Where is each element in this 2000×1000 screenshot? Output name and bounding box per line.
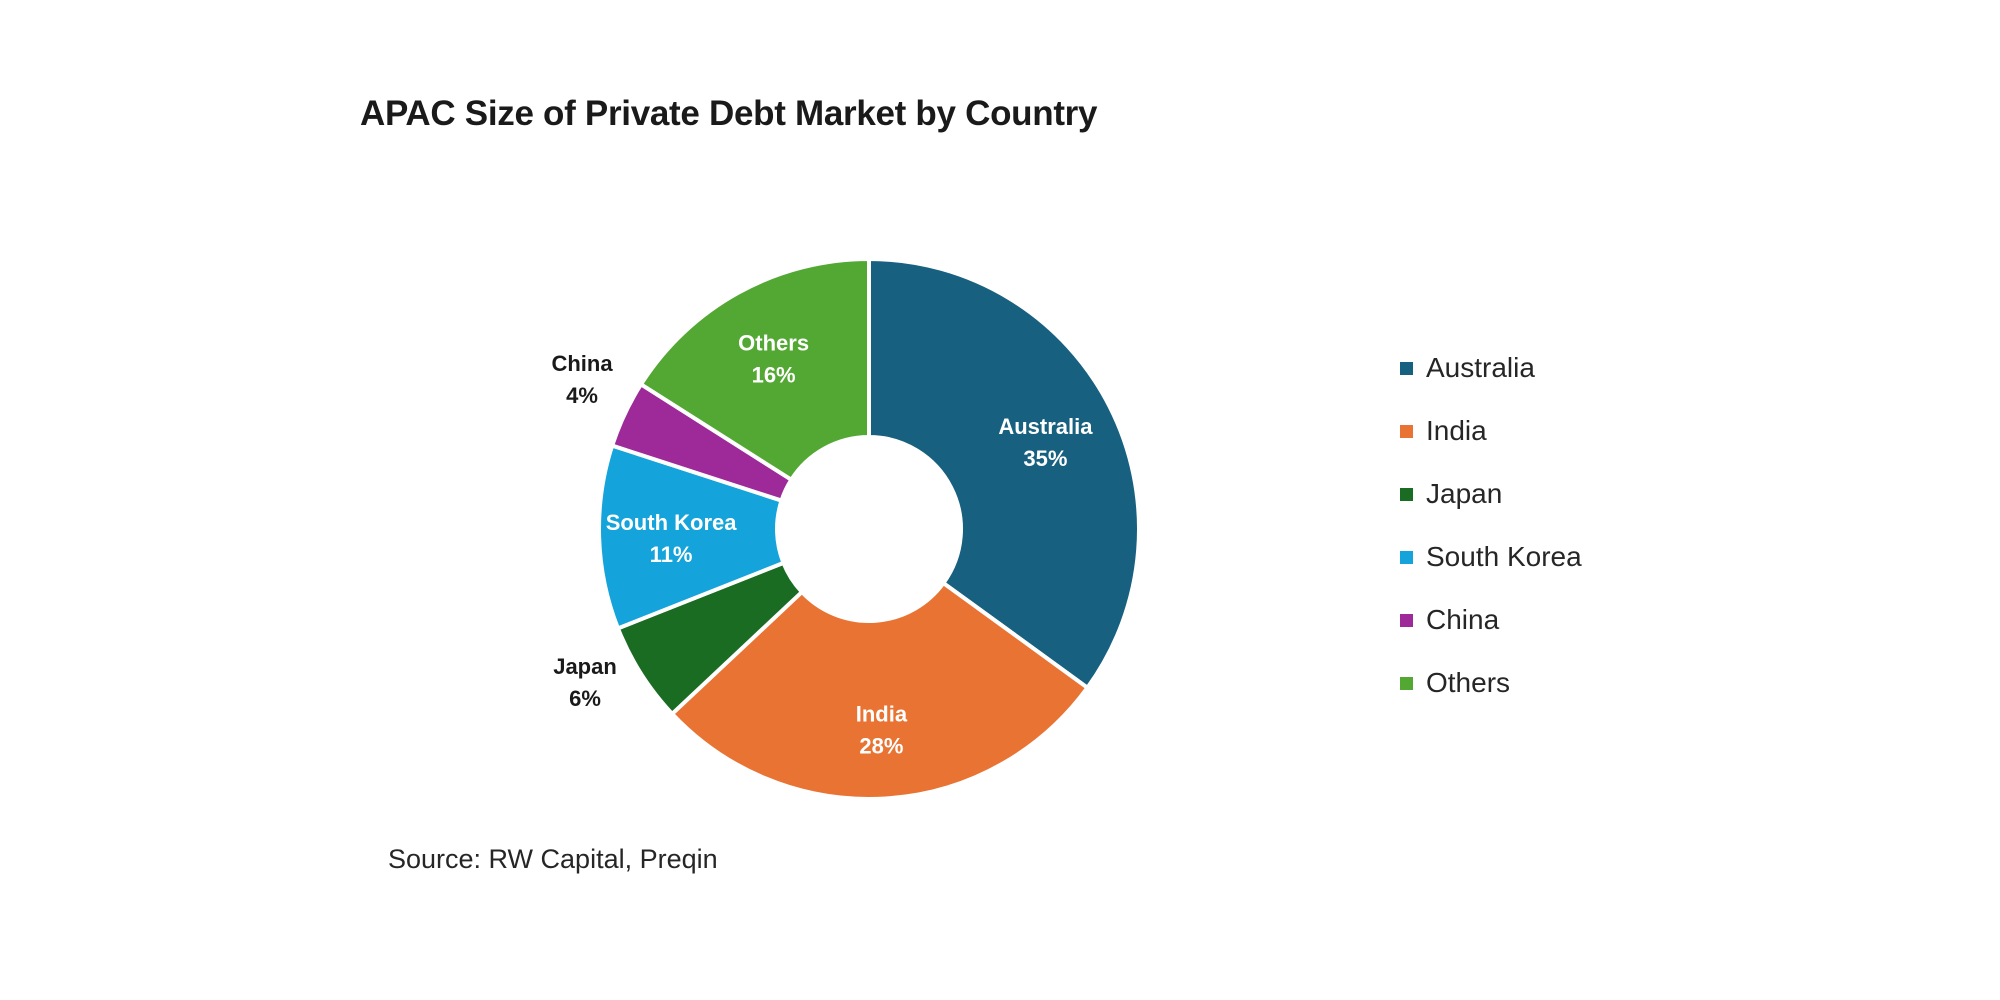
legend-label: South Korea	[1426, 541, 1582, 572]
legend-item-china: China	[1400, 602, 1499, 638]
legend-swatch	[1400, 550, 1413, 564]
data-label-value: 6%	[569, 686, 601, 711]
data-label-australia: Australia 35%	[998, 414, 1093, 471]
data-label-name: South Korea	[606, 510, 738, 535]
data-label-others: Others 16%	[738, 330, 809, 387]
slice-others	[639, 257, 871, 482]
data-label-value: 35%	[1023, 446, 1067, 471]
data-label-value: 28%	[859, 734, 903, 759]
data-label-name: China	[551, 351, 613, 376]
data-label-name: Japan	[553, 654, 617, 679]
data-label-japan: Japan 6%	[553, 654, 617, 711]
chart-source: Source: RW Capital, Preqin	[388, 844, 718, 874]
data-label-value: 4%	[566, 383, 598, 408]
legend-swatch	[1400, 361, 1413, 375]
legend-label: India	[1426, 415, 1487, 446]
legend-swatch	[1400, 487, 1413, 501]
legend-item-japan: Japan	[1400, 476, 1502, 512]
data-label-name: India	[856, 702, 908, 727]
legend-swatch	[1400, 676, 1413, 690]
legend-label: China	[1426, 604, 1500, 635]
legend-label: Others	[1426, 667, 1511, 698]
data-label-value: 16%	[752, 362, 796, 387]
legend-label: Australia	[1426, 352, 1535, 383]
data-label-india: India 28%	[856, 702, 908, 759]
slice-south-korea	[597, 443, 786, 631]
legend-swatch	[1400, 424, 1413, 438]
slice-india	[670, 581, 1090, 801]
data-label-south-korea: South Korea 11%	[606, 510, 738, 567]
slice-australia	[867, 257, 1141, 690]
legend-swatch	[1400, 613, 1413, 627]
legend-item-south-korea: South Korea	[1400, 539, 1582, 575]
chart-title: APAC Size of Private Debt Market by Coun…	[360, 94, 1098, 133]
legend-item-others: Others	[1400, 665, 1510, 701]
data-label-name: Others	[738, 330, 809, 355]
data-label-value: 11%	[650, 542, 693, 567]
legend-label: Japan	[1426, 478, 1503, 509]
legend-item-india: India	[1400, 413, 1487, 449]
data-label-china: China 4%	[551, 351, 613, 408]
legend-item-australia: Australia	[1400, 350, 1535, 386]
data-label-name: Australia	[998, 414, 1093, 439]
